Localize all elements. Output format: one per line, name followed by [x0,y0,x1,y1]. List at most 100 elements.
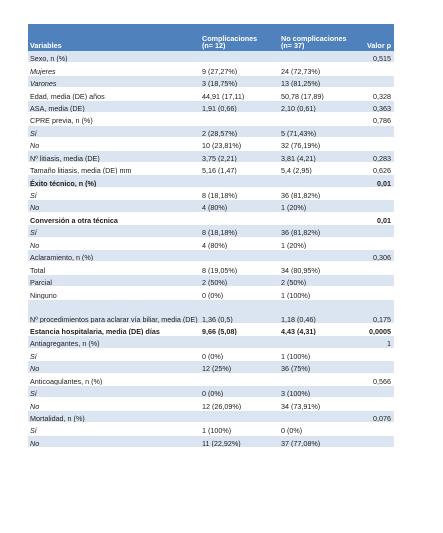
table-row: CPRE previa, n (%) 0,786 [28,112,394,126]
cell-no-complications [279,112,352,126]
table-row: Edad, media (DE) años 44,91 (17,11) 50,78 … [28,87,394,101]
cell-p-value [352,286,394,300]
cell-no-complications [279,410,352,424]
cell-variable: Sí [28,125,200,139]
cell-p-value [352,397,394,411]
table-row: Anticoagulantes, n (%) 0,566 [28,373,394,386]
cell-p-value [352,125,394,139]
cell-no-complications: 34 (80,95%) [279,261,352,275]
cell-p-value [352,261,394,275]
cell-no-complications: 2 (50%) [279,274,352,288]
cell-no-complications: 1 (20%) [279,237,352,251]
cell-complications: 4 (80%) [200,237,279,251]
table-row: No 10 (23,81%) 32 (76,19%) [28,137,394,151]
cell-complications [200,174,279,188]
cell-variable: Antiagregantes, n (%) [28,335,200,349]
cell-complications: 11 (22,92%) [200,435,279,449]
cell-p-value: 0,01 [352,174,394,188]
header-p-value: Valor p [352,24,394,51]
cell-p-value: 0,306 [352,249,394,263]
table-row: Éxito técnico, n (%) 0,01 [28,174,394,188]
cell-variable: Nº procedimientos para aclarar vía bilia… [28,299,200,324]
cell-p-value: 0,283 [352,150,394,163]
table-row: ASA, media (DE) 1,91 (0,66) 2,10 (0,61) 0,3… [28,100,394,114]
cell-no-complications: 1,18 (0,46) [279,299,352,324]
cell-p-value [352,348,394,362]
cell-complications [200,249,279,263]
cell-variable: Éxito técnico, n (%) [28,174,200,188]
cell-complications [200,335,279,349]
table-row: No 4 (80%) 1 (20%) [28,237,394,251]
cell-variable: No [28,397,200,411]
header-row: Variables Complicaciones (n= 12) No comp… [28,24,394,51]
cell-variable: Mortalidad, n (%) [28,410,200,424]
table-row: No 12 (26,09%) 34 (73,91%) [28,397,394,411]
header-no-complications: No complicaciones (n= 37) [279,24,352,51]
cell-no-complications [279,373,352,386]
cell-no-complications: 36 (75%) [279,360,352,374]
header-no-complications-n: (n= 37) [281,40,305,50]
table-row: Tamaño litiasis, media (DE) mm 5,16 (1,47… [28,162,394,176]
table-row: Sí 8 (18,18%) 36 (81,82%) [28,224,394,238]
cell-no-complications: 50,78 (17,89) [279,87,352,101]
cell-no-complications: 1 (100%) [279,348,352,362]
cell-complications: 2 (28,57%) [200,125,279,139]
cell-variable: Sí [28,224,200,238]
cell-no-complications: 4,43 (4,31) [279,323,352,337]
cell-complications: 12 (26,09%) [200,397,279,411]
cell-complications: 44,91 (17,11) [200,87,279,101]
cell-variable: Sexo, n (%) [28,51,200,64]
cell-no-complications: 32 (76,19%) [279,137,352,151]
cell-p-value [352,422,394,436]
cell-complications [200,51,279,64]
cell-complications: 0 (0%) [200,348,279,362]
cell-p-value: 0,01 [352,212,394,226]
header-complications-label: Complicaciones [202,33,258,43]
cell-variable: Nº litiasis, media (DE) [28,150,200,163]
table-row: Mortalidad, n (%) 0,076 [28,410,394,424]
cell-complications: 8 (18,18%) [200,187,279,201]
table-row: Mujeres 9 (27,27%) 24 (72,73%) [28,62,394,76]
cell-p-value: 0,0005 [352,323,394,337]
cell-no-complications [279,249,352,263]
cell-p-value: 0,328 [352,87,394,101]
table-row: Total 8 (19,05%) 34 (80,95%) [28,261,394,275]
cell-variable: No [28,237,200,251]
table-row: No 11 (22,92%) 37 (77,08%) [28,435,394,449]
cell-no-complications: 0 (0%) [279,422,352,436]
cell-complications: 8 (19,05%) [200,261,279,275]
cell-complications: 0 (0%) [200,385,279,399]
cell-variable: Varones [28,75,200,89]
cell-p-value [352,435,394,449]
cell-p-value [352,360,394,374]
cell-variable: No [28,137,200,151]
cell-complications: 12 (25%) [200,360,279,374]
cell-variable: No [28,199,200,213]
cell-complications: 10 (23,81%) [200,137,279,151]
header-complications: Complicaciones (n= 12) [200,24,279,51]
table-row: Parcial 2 (50%) 2 (50%) [28,274,394,288]
cell-variable: Mujeres [28,62,200,76]
cell-variable: Tamaño litiasis, media (DE) mm [28,162,200,176]
table-row: Sí 0 (0%) 1 (100%) [28,348,394,362]
cell-p-value [352,199,394,213]
cell-p-value: 0,175 [352,299,394,324]
cell-variable: No [28,360,200,374]
table-row: Aclaramiento, n (%) 0,306 [28,249,394,263]
cell-complications: 9,66 (5,08) [200,323,279,337]
table-body: Sexo, n (%) 0,515 Mujeres 9 (27,27%) 24 (72,… [28,51,394,449]
table-row: Varones 3 (18,75%) 13 (81,25%) [28,75,394,89]
cell-complications: 0 (0%) [200,286,279,300]
cell-p-value [352,237,394,251]
cell-variable: No [28,435,200,449]
table-row: Sí 2 (28,57%) 5 (71,43%) [28,125,394,139]
cell-p-value [352,224,394,238]
table-row: Ninguno 0 (0%) 1 (100%) [28,286,394,300]
table-header: Variables Complicaciones (n= 12) No comp… [28,24,394,51]
cell-no-complications: 1 (100%) [279,286,352,300]
table-row: Sí 0 (0%) 3 (100%) [28,385,394,399]
table-row: Sí 8 (18,18%) 36 (81,82%) [28,187,394,201]
cell-complications: 3 (18,75%) [200,75,279,89]
cell-no-complications: 3,81 (4,21) [279,150,352,163]
cell-no-complications: 36 (81,82%) [279,224,352,238]
